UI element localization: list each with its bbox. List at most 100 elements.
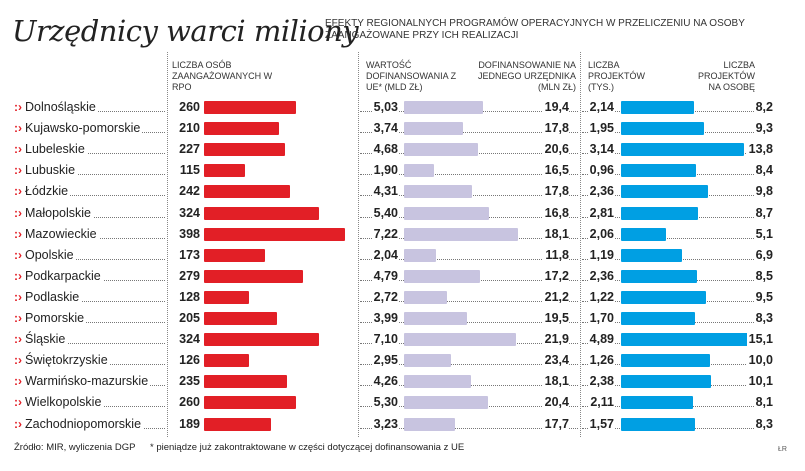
row-marker-icon: :›	[14, 163, 22, 178]
region-name: Śląskie	[25, 332, 68, 347]
funding-bar	[404, 417, 456, 431]
projects-per-person-bar	[621, 248, 683, 262]
projects-per-person-bar	[621, 227, 667, 241]
projects-value: 4,89	[587, 332, 614, 347]
funding-bar	[404, 333, 517, 347]
region-name: Lubeleskie	[25, 142, 87, 157]
table-row: :› Lubeleskie 227 4,68 20,6 3,14 13,8	[0, 139, 805, 160]
projects-per-person-value: 8,1	[753, 395, 773, 410]
header-persons: Liczba osób zaangażowanych w RPO	[172, 60, 273, 92]
persons-value: 126	[177, 353, 200, 368]
funding-value: 2,95	[371, 353, 398, 368]
row-marker-icon: :›	[14, 374, 22, 389]
leader-dots	[360, 300, 578, 302]
persons-bar	[204, 227, 346, 241]
persons-bar	[204, 122, 279, 136]
row-marker-icon: :›	[14, 247, 22, 262]
region-name: Dolnośląskie	[25, 100, 98, 114]
per-official-value: 19,5	[542, 311, 569, 325]
region-name: Podkarpackie	[25, 268, 103, 283]
persons-value: 398	[177, 226, 200, 241]
persons-value: 260	[177, 100, 200, 114]
persons-value: 242	[177, 184, 200, 199]
projects-per-person-bar	[621, 269, 697, 283]
chart-title: Urzędnicy warci miliony	[12, 14, 359, 48]
table-row: :› Śląskie 324 7,10 21,9 4,89 15,1	[0, 329, 805, 350]
persons-bar	[204, 290, 250, 304]
table-row: :› Łódzkie 242 4,31 17,8 2,36 9,8	[0, 181, 805, 202]
persons-bar	[204, 164, 245, 178]
projects-per-person-bar	[621, 143, 744, 157]
persons-bar	[204, 375, 288, 389]
region-name: Zachodniopomorskie	[25, 416, 144, 431]
header-projects: Liczba projektów (tys.)	[588, 60, 646, 92]
projects-value: 1,57	[587, 416, 614, 431]
funding-bar	[404, 375, 472, 389]
table-row: :› Mazowieckie 398 7,22 18,1 2,06 5,1	[0, 224, 805, 245]
region-name: Pomorskie	[25, 311, 87, 325]
funding-value: 7,22	[371, 226, 398, 241]
projects-value: 1,22	[587, 289, 614, 304]
chart-subtitle: Efekty regionalnych programów operacyjny…	[325, 18, 745, 41]
persons-bar	[204, 312, 277, 325]
per-official-value: 17,7	[542, 416, 569, 431]
region-name: Podlaskie	[25, 289, 82, 304]
leader-dots	[360, 258, 578, 260]
funding-bar	[404, 143, 478, 157]
persons-bar	[204, 333, 320, 347]
persons-value: 324	[177, 332, 200, 347]
projects-per-person-bar	[621, 122, 704, 136]
funding-bar	[404, 290, 447, 304]
funding-bar	[404, 227, 519, 241]
leader-dots	[25, 300, 165, 302]
funding-value: 3,23	[371, 416, 398, 431]
projects-per-person-value: 8,3	[753, 311, 773, 325]
persons-bar	[204, 417, 272, 431]
header-per-official: Dofinansowanie na jednego urzędnika (mln…	[477, 60, 576, 92]
persons-value: 189	[177, 416, 200, 431]
funding-bar	[404, 101, 484, 114]
projects-per-person-value: 10,0	[746, 353, 773, 368]
per-official-value: 21,2	[542, 289, 569, 304]
divider	[167, 52, 168, 437]
region-name: Wielkopolskie	[25, 395, 104, 410]
leader-dots	[25, 174, 165, 176]
persons-bar	[204, 101, 297, 114]
funding-value: 4,31	[371, 184, 398, 199]
projects-per-person-value: 8,3	[753, 416, 773, 431]
persons-value: 115	[177, 163, 200, 178]
projects-per-person-bar	[621, 417, 695, 431]
projects-per-person-value: 8,5	[753, 268, 773, 283]
per-official-value: 20,6	[542, 142, 569, 157]
table-row: :› Podlaskie 128 2,72 21,2 1,22 9,5	[0, 287, 805, 308]
projects-per-person-bar	[621, 101, 694, 114]
funding-value: 4,79	[371, 268, 398, 283]
region-name: Lubuskie	[25, 163, 78, 178]
per-official-value: 16,5	[542, 163, 569, 178]
projects-per-person-value: 8,4	[753, 163, 773, 178]
projects-per-person-bar	[621, 206, 699, 220]
projects-value: 2,81	[587, 205, 614, 220]
funding-value: 2,72	[371, 289, 398, 304]
leader-dots	[25, 258, 165, 260]
funding-bar	[404, 269, 480, 283]
persons-bar	[204, 185, 290, 199]
author-credit: ŁR	[778, 446, 787, 453]
funding-bar	[404, 122, 464, 136]
projects-per-person-bar	[621, 290, 706, 304]
funding-bar	[404, 312, 468, 325]
row-marker-icon: :›	[14, 226, 22, 241]
persons-value: 210	[177, 121, 200, 136]
divider	[580, 52, 581, 437]
projects-per-person-value: 9,8	[753, 184, 773, 199]
header-projects-per-person: Liczba projektów na osobę	[697, 60, 755, 92]
per-official-value: 18,1	[542, 226, 569, 241]
funding-bar	[404, 164, 435, 178]
funding-value: 5,40	[371, 205, 398, 220]
per-official-value: 19,4	[542, 100, 569, 114]
projects-value: 1,70	[587, 311, 614, 325]
projects-per-person-value: 15,1	[746, 332, 773, 347]
leader-dots	[25, 153, 165, 155]
table-row: :› Warmińsko-mazurskie 235 4,26 18,1 2,3…	[0, 371, 805, 392]
row-marker-icon: :›	[14, 353, 22, 368]
